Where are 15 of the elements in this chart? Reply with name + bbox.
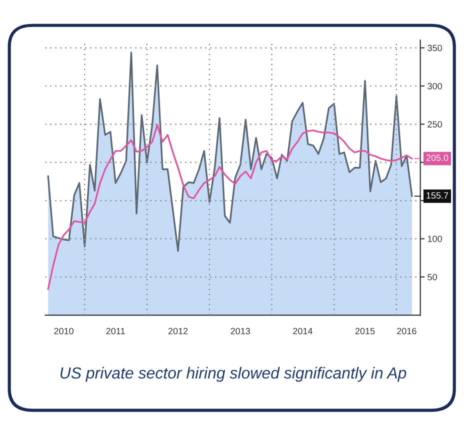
x-tick-label: 2016 [397,328,416,334]
y-tick-label: 300 [428,82,442,90]
y-tick-label: 250 [428,121,442,128]
text: US private sector hiring slowed significantly in Ap [60,366,406,382]
x-tick-label: 2012 [168,328,188,334]
y-tick-label: 100 [428,236,442,242]
x-tick-label: 2013 [230,328,250,334]
annotation: 155.7 [426,192,448,199]
y-tick-label: 350 [428,44,442,52]
x-tick-label: 2015 [355,328,375,334]
annotation: 205.0 [426,154,448,161]
x-tick-label: 2011 [106,328,125,334]
x-tick-label: 2010 [54,328,74,334]
y-tick-label: 50 [428,274,437,280]
x-tick-label: 2014 [293,328,312,334]
